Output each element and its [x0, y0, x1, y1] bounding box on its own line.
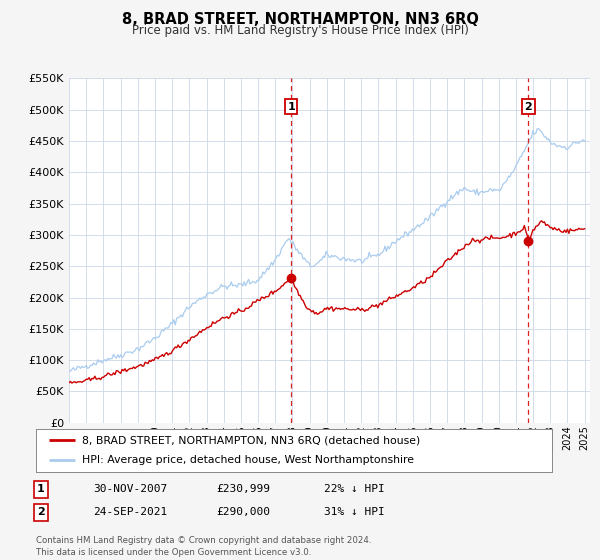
Text: £290,000: £290,000 [216, 507, 270, 517]
Text: 2: 2 [524, 102, 532, 111]
Text: 2: 2 [37, 507, 44, 517]
Text: 24-SEP-2021: 24-SEP-2021 [93, 507, 167, 517]
Text: 1: 1 [287, 102, 295, 111]
Text: 30-NOV-2007: 30-NOV-2007 [93, 484, 167, 494]
Text: 31% ↓ HPI: 31% ↓ HPI [324, 507, 385, 517]
Text: Price paid vs. HM Land Registry's House Price Index (HPI): Price paid vs. HM Land Registry's House … [131, 24, 469, 36]
Text: 8, BRAD STREET, NORTHAMPTON, NN3 6RQ (detached house): 8, BRAD STREET, NORTHAMPTON, NN3 6RQ (de… [82, 436, 421, 445]
Text: Contains HM Land Registry data © Crown copyright and database right 2024.
This d: Contains HM Land Registry data © Crown c… [36, 536, 371, 557]
Text: HPI: Average price, detached house, West Northamptonshire: HPI: Average price, detached house, West… [82, 455, 415, 465]
Text: £230,999: £230,999 [216, 484, 270, 494]
Text: 1: 1 [37, 484, 44, 494]
Text: 8, BRAD STREET, NORTHAMPTON, NN3 6RQ: 8, BRAD STREET, NORTHAMPTON, NN3 6RQ [122, 12, 478, 27]
Text: 22% ↓ HPI: 22% ↓ HPI [324, 484, 385, 494]
